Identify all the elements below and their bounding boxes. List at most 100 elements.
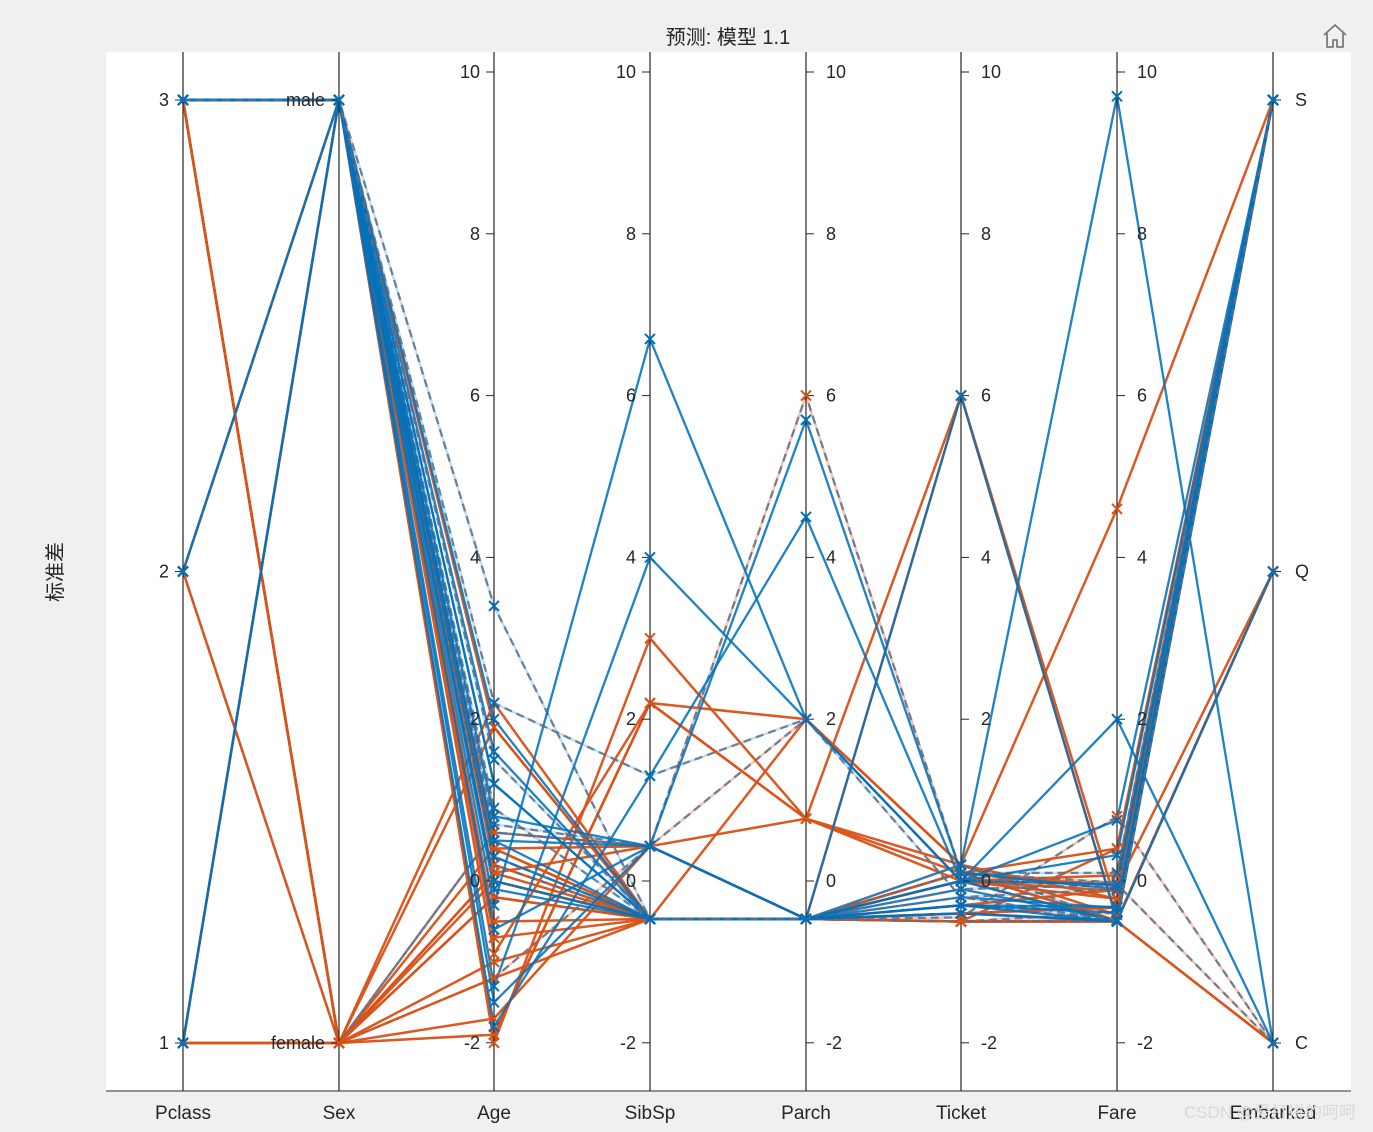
data-point-marker [955, 891, 967, 903]
marker-stroke [488, 956, 500, 968]
data-point-marker [488, 899, 500, 911]
marker-stroke [1267, 1037, 1279, 1049]
data-point-marker [177, 1037, 189, 1049]
marker-stroke [955, 915, 967, 928]
data-point-marker [488, 859, 500, 871]
tick-label: 10 [826, 62, 846, 82]
data-point-marker [800, 812, 812, 825]
marker-stroke [800, 511, 812, 523]
marker-stroke [800, 812, 812, 825]
data-point-marker [488, 875, 500, 887]
data-point-marker [955, 915, 967, 928]
marker-stroke [644, 632, 656, 645]
tick-label: C [1295, 1033, 1308, 1053]
data-point-marker [644, 913, 656, 925]
data-point-marker [488, 721, 500, 733]
data-point-marker [488, 883, 500, 895]
data-point-marker [488, 745, 500, 758]
data-point-marker [488, 834, 500, 847]
marker-stroke [955, 867, 967, 879]
home-button[interactable] [1323, 24, 1347, 48]
tick-label: -2 [981, 1033, 997, 1053]
marker-stroke [644, 333, 656, 345]
tick-label: 6 [470, 386, 480, 406]
marker-stroke [1111, 849, 1123, 861]
series-line-47 [183, 98, 1275, 932]
tick-label: 3 [159, 90, 169, 110]
data-point-marker [955, 899, 967, 911]
tick-label: 4 [826, 547, 836, 567]
data-point-marker [644, 770, 656, 782]
axis-label-sibsp: SibSp [625, 1103, 676, 1124]
marker-stroke [955, 389, 967, 402]
tick-label: 0 [981, 871, 991, 891]
data-point-marker [1111, 814, 1123, 827]
marker-stroke [177, 94, 189, 106]
marker-stroke [488, 834, 500, 847]
axis-label-pclass: Pclass [155, 1103, 211, 1124]
tick-label: 10 [981, 62, 1001, 82]
data-point-marker [644, 632, 656, 645]
marker-stroke [488, 1020, 500, 1033]
data-point-marker [488, 826, 500, 839]
data-point-marker [800, 414, 812, 426]
marker-stroke [488, 899, 500, 911]
marker-stroke [1111, 810, 1123, 822]
data-point-marker [488, 956, 500, 968]
data-point-marker [488, 915, 500, 928]
data-point-marker [800, 713, 812, 725]
marker-stroke [955, 891, 967, 903]
marker-stroke [800, 713, 812, 725]
tick-label: -2 [620, 1033, 636, 1053]
marker-stroke [488, 745, 500, 758]
watermark: CSDN @爱打拼的呵呵 [1184, 1103, 1356, 1122]
tick-label: 10 [616, 62, 636, 82]
tick-label: 6 [1137, 386, 1147, 406]
data-point-marker [644, 551, 656, 564]
tick-label: S [1295, 90, 1307, 110]
marker-stroke [488, 972, 500, 984]
tick-label: 6 [981, 386, 991, 406]
data-point-marker [1111, 810, 1123, 822]
data-point-marker [488, 802, 500, 814]
tick-label: 0 [826, 871, 836, 891]
data-point-marker [488, 842, 500, 855]
data-point-marker [955, 911, 967, 924]
marker-stroke [1111, 814, 1123, 827]
data-point-marker [488, 778, 500, 790]
marker-stroke [800, 389, 812, 402]
tick-label: 4 [981, 547, 991, 567]
marker-stroke [644, 913, 656, 925]
tick-label: 6 [826, 386, 836, 406]
data-point-marker [955, 907, 967, 920]
data-point-marker [177, 94, 189, 106]
tick-label: 6 [626, 386, 636, 406]
marker-stroke [644, 770, 656, 782]
marker-stroke [488, 948, 500, 960]
marker-stroke [955, 859, 967, 871]
data-point-marker [488, 948, 500, 960]
marker-stroke [488, 883, 500, 895]
marker-stroke [488, 891, 500, 903]
data-point-marker [800, 511, 812, 523]
marker-stroke [1111, 893, 1123, 905]
marker-stroke [488, 818, 500, 831]
axis-label-parch: Parch [781, 1103, 831, 1124]
data-point-marker [1111, 878, 1123, 890]
data-point-marker [488, 980, 500, 992]
tick-label: 8 [470, 224, 480, 244]
tick-label: 8 [1137, 224, 1147, 244]
tick-label: 2 [159, 562, 169, 582]
data-point-marker [333, 1037, 345, 1049]
data-point-marker [1267, 1037, 1279, 1049]
marker-stroke [1111, 915, 1123, 928]
axis-label-ticket: Ticket [936, 1103, 987, 1124]
tick-label: male [286, 90, 325, 110]
marker-stroke [1111, 906, 1123, 919]
tick-label: 2 [826, 709, 836, 729]
tick-label: 10 [460, 62, 480, 82]
marker-stroke [1111, 90, 1123, 102]
marker-stroke [333, 94, 345, 106]
marker-stroke [177, 1037, 189, 1049]
marker-stroke [1267, 94, 1279, 106]
